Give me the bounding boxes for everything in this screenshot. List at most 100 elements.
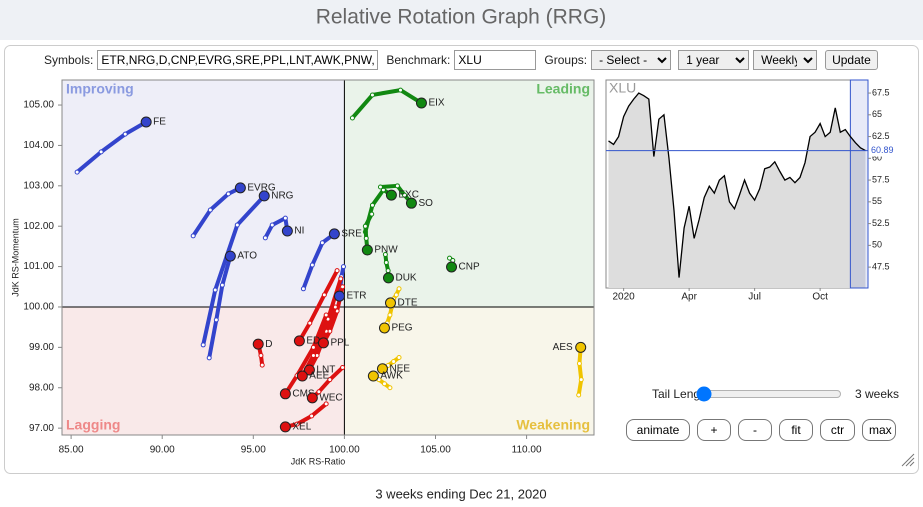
period-select[interactable]: 1 year [678,50,750,70]
y-tick-label: 101.00 [23,261,54,272]
tail-point [369,211,375,217]
head-point [279,421,291,433]
tail-point [122,131,128,137]
tail-point [309,262,315,268]
x-tick-label: 90.00 [150,445,175,456]
x-tick-label: 95.00 [241,445,266,456]
tail-point [340,284,346,290]
footer: 3 weeks ending Dec 21, 2020 [375,486,546,501]
head-point [296,370,308,382]
chart-title: XLU [609,80,636,96]
tail-point [383,260,389,266]
control-button[interactable]: ctr [820,419,855,441]
quadrant-label: Leading [536,81,590,97]
head-point [328,228,340,240]
head-point [279,388,291,400]
quadrant-improving [62,80,345,307]
y-tick-label: 62.5 [872,131,890,141]
head-point [384,297,396,309]
head-point [303,364,315,376]
x-tick-label: 110.00 [512,445,542,456]
tail-point [321,292,327,298]
series-label: FE [153,117,166,128]
y-tick-label: 104.00 [23,140,54,151]
series-label: EXC [398,190,419,201]
y-tick-label: 65 [872,109,882,119]
tail-point [74,169,80,175]
y-tick-label: 57.5 [872,174,890,184]
x-tick-label: 105.00 [420,445,451,456]
tail [191,185,243,238]
head-point [367,370,379,382]
control-button[interactable]: - [738,419,772,441]
update-button[interactable]: Update [825,50,878,70]
tail-point [402,192,408,198]
head-point [378,322,390,334]
tail-point [576,392,582,398]
tail-point [362,223,368,229]
x-tick-label: Apr [681,292,697,303]
tail-point [262,235,268,241]
tail-point [385,268,391,274]
y-tick-label: 103.00 [23,180,54,191]
tail-point [319,240,325,246]
tail [576,345,584,398]
control-button[interactable]: max [862,419,896,441]
series-label: XEL [292,422,311,433]
tail [75,120,149,175]
tail-point [576,361,582,367]
tail-point [447,255,453,261]
tail-point [387,312,393,318]
control-button[interactable]: fit [779,419,813,441]
series-label: AWK [380,371,403,382]
quadrant-lagging [62,306,345,435]
y-tick-label: 47.5 [872,261,890,271]
head-point [575,341,587,353]
tail-point [212,287,218,293]
tail-point [190,233,196,239]
groups-select[interactable]: - Select - [591,50,672,70]
tail [207,254,233,360]
tail-point [398,87,404,93]
tail-point [310,352,316,358]
tail [283,313,329,396]
frequency-select[interactable]: Weekly [753,50,818,70]
tail-point [382,251,388,257]
symbols-input[interactable] [97,50,379,70]
series-label: PNW [374,245,398,256]
tail-point [323,312,329,318]
series-label: ATO [237,251,257,262]
tail [263,216,290,240]
benchmark-input[interactable] [454,50,537,70]
tail-point [310,344,316,350]
tail-point [206,355,212,361]
series-label: EVRG [247,182,276,193]
head-point [281,225,293,237]
current-bg [869,144,899,157]
tail-point [316,389,322,395]
tail-point [394,183,400,189]
tail-point [234,222,240,228]
tail-point [340,264,346,270]
tail-point [309,413,315,419]
series-label: NEE [389,363,410,374]
series-label: NRG [271,191,293,202]
control-button[interactable]: animate [626,419,690,441]
tail-point [363,235,369,241]
y-axis-label: JdK RS-Momentum [10,218,20,297]
tail-point [369,92,375,98]
series-label: DTE [397,298,417,309]
control-button[interactable]: + [697,419,731,441]
tail-slider[interactable] [696,386,842,402]
y-tick-label: 105.00 [23,100,54,111]
head-point [306,392,318,404]
series-label: DUK [395,273,416,284]
tail-point [334,268,340,274]
series-label: ETR [346,291,366,302]
head-point [376,363,388,375]
y-tick-label: 99.00 [29,342,54,353]
tail-point [391,358,397,364]
head-point [252,338,264,350]
plot-frame [61,79,595,436]
series-label: AES [553,342,573,353]
